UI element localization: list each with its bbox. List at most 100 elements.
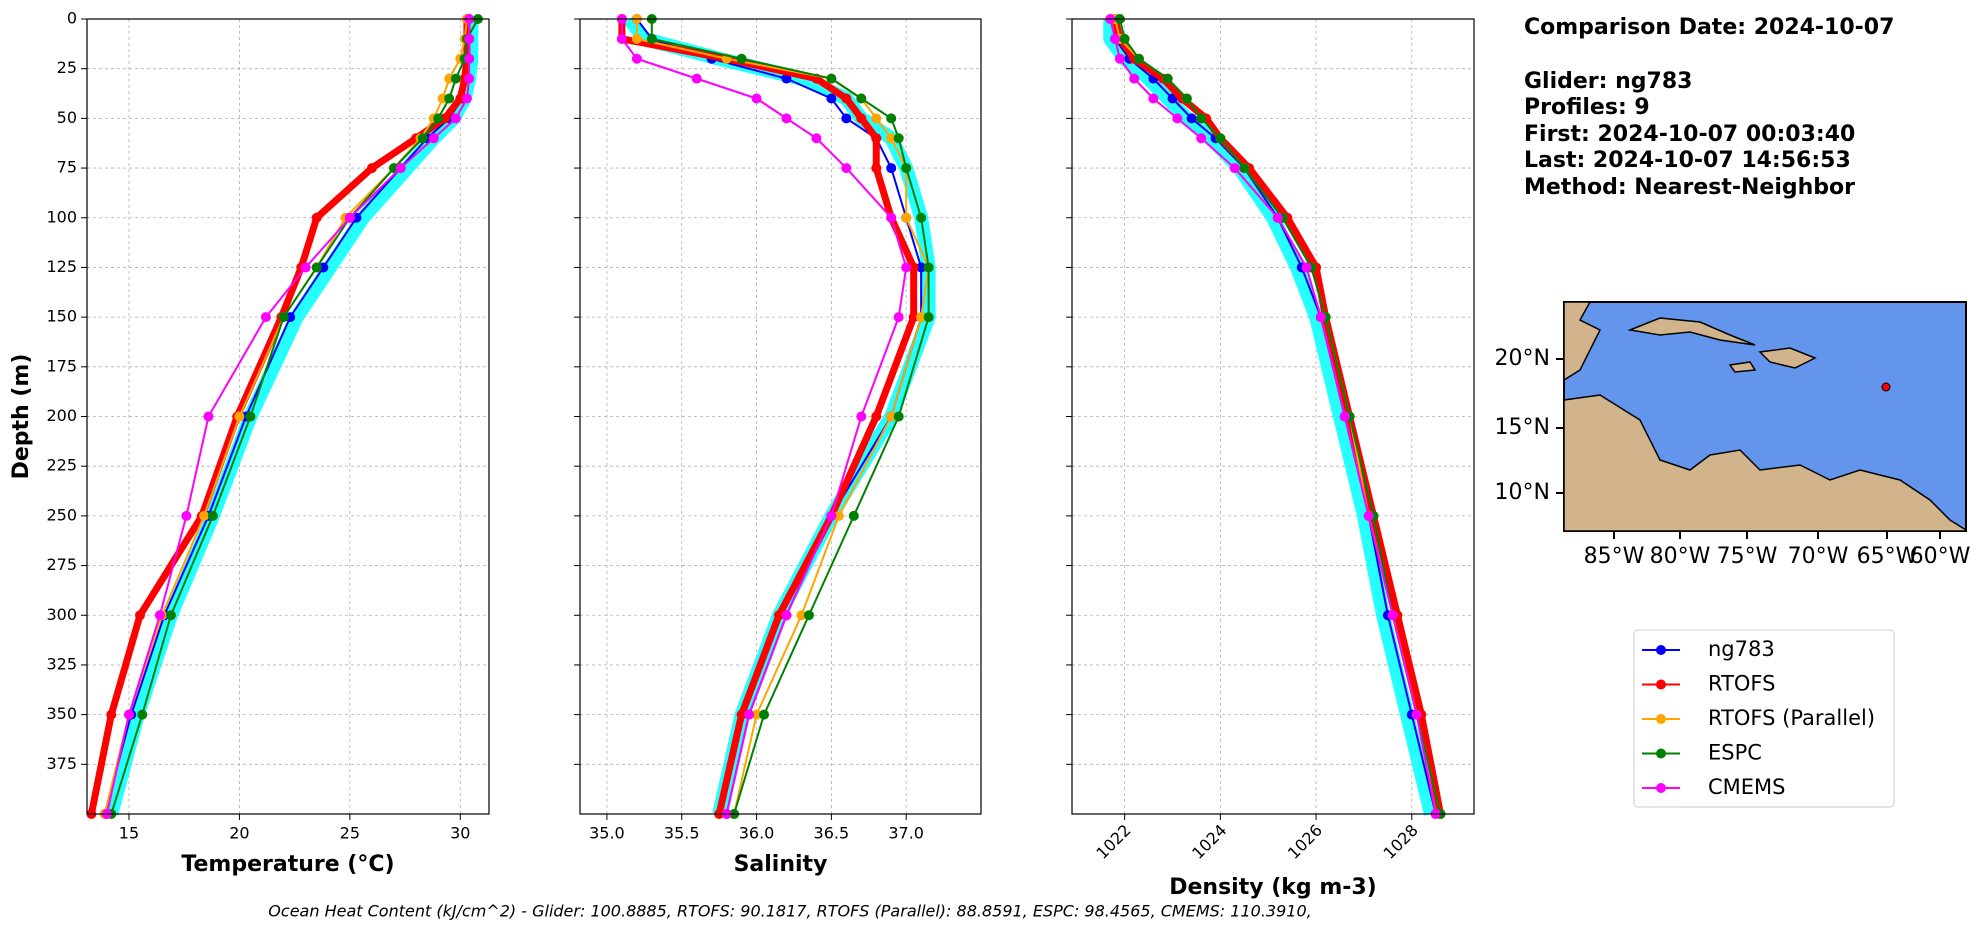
- point: [893, 312, 904, 323]
- profile-line: [1118, 18, 1442, 815]
- profile-line: [1109, 18, 1437, 815]
- point: [1411, 709, 1422, 720]
- point: [311, 262, 322, 273]
- map-lon-label: 80°W: [1650, 544, 1711, 569]
- point: [1315, 312, 1326, 323]
- profile-line: [650, 19, 930, 815]
- point: [901, 212, 912, 223]
- point: [796, 610, 807, 621]
- point: [199, 510, 210, 521]
- map-lon-label: 60°W: [1910, 544, 1971, 569]
- point: [278, 312, 289, 323]
- point: [923, 262, 934, 273]
- map-lon-label: 70°W: [1788, 544, 1849, 569]
- point: [1196, 133, 1207, 144]
- legend-marker: [1656, 714, 1666, 724]
- map-lat-label: 10°N: [1495, 480, 1550, 505]
- map-lon-label: 85°W: [1584, 544, 1645, 569]
- point: [1114, 53, 1125, 64]
- info-line: First: 2024-10-07 00:03:40: [1524, 122, 1855, 147]
- x-tick-label: 36.0: [739, 824, 775, 843]
- point: [1387, 610, 1398, 621]
- legend-label: RTOFS: [1708, 672, 1775, 696]
- profile-line: [1111, 18, 1444, 815]
- point: [428, 133, 439, 144]
- point: [886, 163, 897, 174]
- point: [886, 113, 897, 124]
- point: [300, 262, 311, 273]
- info-line: Last: 2024-10-07 14:56:53: [1524, 148, 1851, 173]
- point: [1181, 93, 1192, 104]
- point: [417, 133, 428, 144]
- point: [646, 33, 657, 44]
- point: [181, 510, 192, 521]
- point: [916, 262, 927, 273]
- point: [833, 510, 844, 521]
- profile-line: [103, 18, 468, 815]
- point: [908, 312, 919, 323]
- map-land: [1758, 347, 1817, 369]
- point: [1363, 510, 1374, 521]
- point: [1229, 163, 1240, 174]
- point: [736, 709, 747, 720]
- y-tick-label: 250: [46, 505, 77, 524]
- y-tick-label: 25: [57, 58, 77, 77]
- point: [631, 53, 642, 64]
- info-line: Method: Nearest-Neighbor: [1524, 175, 1855, 200]
- info-line: Comparison Date: 2024-10-07: [1524, 15, 1894, 40]
- point: [123, 709, 134, 720]
- y-tick-label: 225: [46, 456, 77, 475]
- point: [923, 312, 934, 323]
- point: [856, 93, 867, 104]
- point: [1196, 113, 1207, 124]
- y-tick-label: 100: [46, 207, 77, 226]
- point: [759, 709, 770, 720]
- point: [736, 53, 747, 64]
- point: [751, 93, 762, 104]
- point: [450, 73, 461, 84]
- point: [908, 262, 919, 273]
- y-tick-label: 325: [46, 654, 77, 673]
- point: [1129, 73, 1140, 84]
- point: [886, 411, 897, 422]
- profile-line: [635, 19, 930, 815]
- point: [803, 610, 814, 621]
- point: [826, 510, 837, 521]
- y-axis-label: Depth (m): [9, 354, 34, 480]
- legend-marker: [1656, 679, 1666, 690]
- y-tick-label: 200: [46, 406, 77, 425]
- map-land: [1728, 361, 1757, 373]
- footer: Ocean Heat Content (kJ/cm^2) - Glider: 1…: [268, 902, 1311, 921]
- point: [137, 709, 148, 720]
- point: [901, 163, 912, 174]
- x-tick-label: 15: [119, 824, 139, 843]
- point: [826, 93, 837, 104]
- point: [260, 312, 271, 323]
- point: [848, 510, 859, 521]
- point: [1172, 113, 1183, 124]
- y-tick-label: 150: [46, 307, 77, 326]
- point: [1215, 133, 1226, 144]
- y-tick-label: 275: [46, 555, 77, 574]
- map-lon-label: 65°W: [1857, 544, 1918, 569]
- point: [916, 312, 927, 323]
- x-tick-label: 30: [450, 824, 470, 843]
- point: [631, 33, 642, 44]
- profile-line: [110, 18, 479, 815]
- point: [871, 113, 882, 124]
- point: [1134, 53, 1144, 64]
- y-tick-label: 0: [67, 9, 77, 28]
- x-axis-label: Temperature (°C): [181, 852, 394, 877]
- point: [311, 212, 322, 223]
- point: [464, 73, 475, 84]
- point: [871, 133, 882, 144]
- profile-line: [105, 19, 471, 815]
- x-tick-label: 35.0: [589, 824, 625, 843]
- point: [135, 610, 146, 621]
- point: [744, 709, 755, 720]
- y-tick-label: 125: [46, 257, 77, 276]
- point: [781, 610, 792, 621]
- map-lat-label: 15°N: [1495, 415, 1550, 440]
- point: [234, 411, 245, 422]
